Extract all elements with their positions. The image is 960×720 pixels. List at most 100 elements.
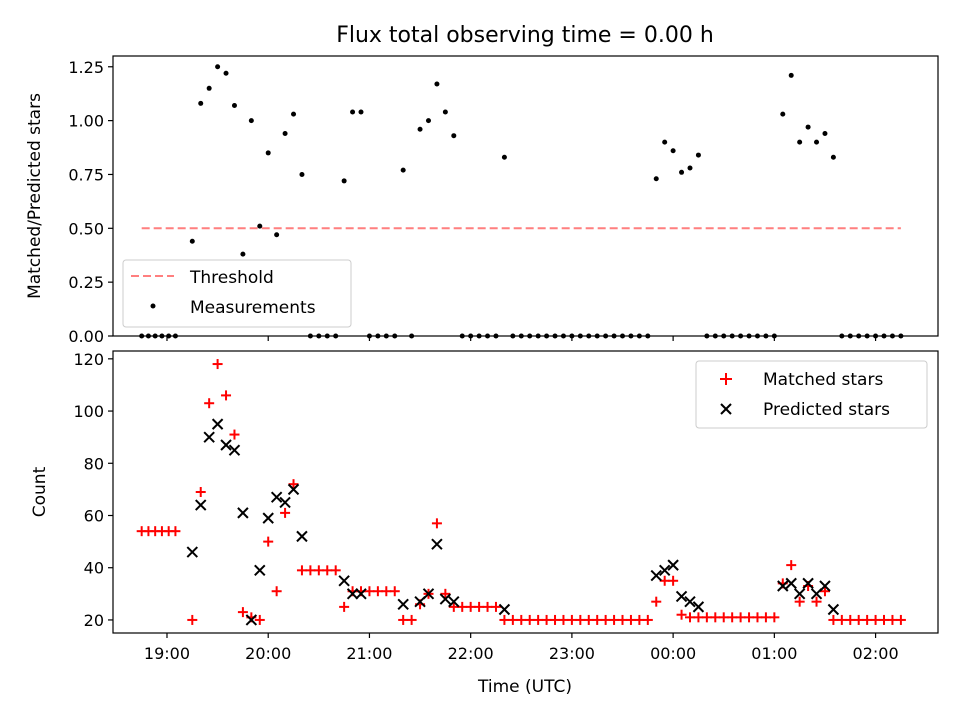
matched-star-point xyxy=(592,614,603,625)
predicted-star-point xyxy=(397,598,409,610)
measurement-point xyxy=(400,167,406,173)
measurement-point xyxy=(687,165,693,171)
matched-star-point xyxy=(769,612,780,623)
measurement-point xyxy=(780,111,786,117)
measurement-point xyxy=(822,131,828,137)
measurement-point xyxy=(282,131,288,137)
legend-matched-swatch xyxy=(720,373,732,385)
measurement-point xyxy=(231,103,237,109)
matched-star-point xyxy=(684,612,695,623)
measurement-point xyxy=(451,133,457,139)
measurement-point xyxy=(662,139,668,145)
measurement-point xyxy=(695,152,701,158)
matched-star-point xyxy=(668,575,679,586)
y-tick-label: 0.25 xyxy=(68,273,104,292)
y-tick-label: 1.00 xyxy=(68,112,104,131)
matched-star-point xyxy=(221,390,232,401)
matched-star-point xyxy=(819,586,830,597)
measurement-point xyxy=(442,109,448,115)
matched-star-point xyxy=(372,586,383,597)
predicted-star-point xyxy=(675,590,688,603)
matched-star-point xyxy=(727,612,738,623)
matched-star-point xyxy=(263,536,274,547)
y-tick-label: 0.75 xyxy=(68,165,104,184)
x-tick-label: 01:00 xyxy=(751,644,797,663)
matched-star-point xyxy=(305,565,316,576)
matched-star-point xyxy=(634,614,645,625)
predicted-star-point xyxy=(195,499,207,511)
predicted-star-point xyxy=(658,564,671,577)
top-ticks: 0.00 0.25 0.50 0.75 1.00 1.25 xyxy=(68,58,877,346)
matched-star-point xyxy=(794,596,805,607)
measurement-point xyxy=(350,109,356,115)
matched-star-point xyxy=(465,601,476,612)
matched-star-point xyxy=(187,614,198,625)
bottom-y-axis-label: Count xyxy=(30,466,50,517)
bottom-ticks: 19:00 20:00 21:00 22:00 23:00 00:00 01:00 02:00… xyxy=(73,350,898,663)
top-legend: Threshold Measurements xyxy=(122,259,352,328)
matched-star-point xyxy=(693,612,704,623)
top-legend-box xyxy=(122,259,352,328)
matched-star-point xyxy=(879,614,890,625)
legend-predicted-swatch xyxy=(720,403,732,415)
measurement-point xyxy=(198,100,204,106)
matched-star-point xyxy=(786,560,797,571)
measurement-point xyxy=(358,109,364,115)
x-tick-label: 20:00 xyxy=(245,644,291,663)
matched-star-point xyxy=(204,398,215,409)
measurement-point xyxy=(434,81,440,87)
predicted-star-point xyxy=(785,577,797,590)
matched-star-point xyxy=(836,614,847,625)
matched-star-point xyxy=(170,526,181,537)
matched-star-point xyxy=(322,565,333,576)
predicted-star-point xyxy=(245,614,258,626)
matched-star-point xyxy=(600,614,611,625)
measurement-point xyxy=(189,238,195,244)
matched-star-point xyxy=(811,596,822,607)
matched-star-point xyxy=(398,614,409,625)
measurement-point xyxy=(814,139,820,145)
matched-star-point xyxy=(339,601,350,612)
legend-matched-label: Matched stars xyxy=(763,370,883,390)
top-chart-title: Flux total observing time = 0.00 h xyxy=(336,23,714,48)
matched-star-point xyxy=(229,429,240,440)
legend-measurements-swatch xyxy=(150,303,156,309)
y-tick-label: 100 xyxy=(73,402,104,421)
predicted-star-point xyxy=(237,507,249,519)
measurement-point xyxy=(206,85,212,91)
matched-star-point xyxy=(676,609,687,620)
measurement-point xyxy=(341,178,347,184)
predicted-star-point xyxy=(279,496,291,509)
legend-predicted-label: Predicted stars xyxy=(763,400,890,420)
x-tick-label: 19:00 xyxy=(144,644,190,663)
top-panel: 0.00 0.25 0.50 0.75 1.00 1.25 Matched/Predict… xyxy=(25,55,939,346)
matched-star-point xyxy=(617,614,628,625)
legend-measurements-label: Measurements xyxy=(190,298,316,318)
bottom-panel: 19:00 20:00 21:00 22:00 23:00 00:00 01:00 02:00… xyxy=(30,350,939,697)
predicted-star-point xyxy=(211,418,224,430)
x-tick-label: 02:00 xyxy=(853,644,899,663)
matched-star-point xyxy=(541,614,552,625)
measurement-point xyxy=(274,232,280,238)
matched-star-point xyxy=(625,614,636,625)
matched-star-point xyxy=(431,518,442,529)
predicted-star-point xyxy=(498,603,511,616)
y-tick-label: 0.00 xyxy=(68,327,104,346)
predicted-star-point xyxy=(667,559,679,571)
matched-star-point xyxy=(744,612,755,623)
measurement-point xyxy=(257,223,263,229)
x-tick-label: 00:00 xyxy=(650,644,696,663)
matched-star-point xyxy=(524,614,535,625)
y-tick-label: 1.25 xyxy=(68,58,104,77)
matched-star-point xyxy=(583,614,594,625)
predicted-star-point xyxy=(270,491,283,503)
matched-star-point xyxy=(609,614,620,625)
matched-star-point xyxy=(254,614,265,625)
bottom-marks xyxy=(136,359,906,626)
top-y-axis-label: Matched/Predicted stars xyxy=(25,93,45,299)
matched-star-point xyxy=(870,614,881,625)
predicted-star-point xyxy=(228,444,241,456)
matched-star-point xyxy=(313,565,324,576)
matched-star-point xyxy=(482,601,493,612)
